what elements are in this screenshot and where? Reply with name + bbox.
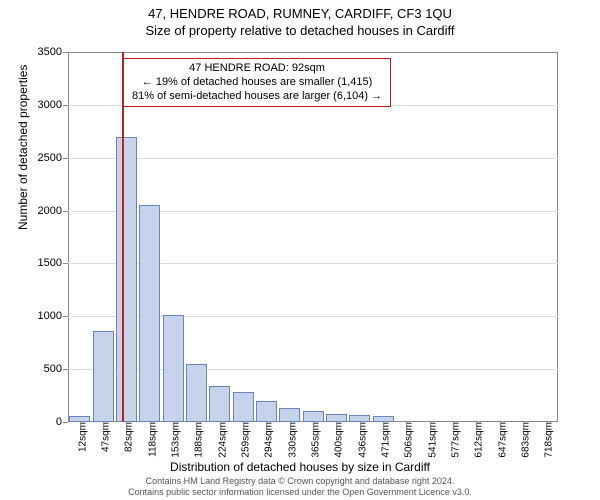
x-tick-mark [430, 422, 431, 427]
x-tick-mark [103, 422, 104, 427]
histogram-chart: 050010001500200025003000350012sqm47sqm82… [68, 52, 558, 422]
x-tick-mark [313, 422, 314, 427]
page-title-line1: 47, HENDRE ROAD, RUMNEY, CARDIFF, CF3 1Q… [0, 0, 600, 21]
x-tick-label: 718sqm [538, 422, 555, 458]
x-tick-mark [80, 422, 81, 427]
y-tick-mark [63, 105, 68, 106]
y-tick-mark [63, 52, 68, 53]
x-tick-label: 647sqm [491, 422, 508, 458]
histogram-bar [326, 414, 347, 422]
x-tick-label: 577sqm [445, 422, 462, 458]
x-tick-mark [546, 422, 547, 427]
x-tick-mark [523, 422, 524, 427]
x-tick-label: 365sqm [305, 422, 322, 458]
histogram-bar [256, 401, 277, 422]
x-tick-mark [500, 422, 501, 427]
property-marker-line [122, 52, 124, 422]
x-tick-label: 436sqm [351, 422, 368, 458]
y-tick-mark [63, 369, 68, 370]
page-title-line2: Size of property relative to detached ho… [0, 21, 600, 38]
x-axis-title: Distribution of detached houses by size … [0, 460, 600, 474]
x-tick-label: 683sqm [515, 422, 532, 458]
x-tick-mark [406, 422, 407, 427]
x-tick-label: 153sqm [165, 422, 182, 458]
gridline [68, 158, 558, 159]
x-tick-label: 188sqm [188, 422, 205, 458]
x-tick-label: 471sqm [375, 422, 392, 458]
x-tick-mark [266, 422, 267, 427]
histogram-bar [349, 415, 370, 422]
histogram-bar [279, 408, 300, 422]
annotation-line: 47 HENDRE ROAD: 92sqm [132, 62, 382, 76]
x-tick-mark [383, 422, 384, 427]
histogram-bar [303, 411, 324, 422]
y-axis-title: Number of detached properties [16, 65, 30, 230]
y-tick-mark [63, 211, 68, 212]
x-tick-mark [220, 422, 221, 427]
attribution-line1: Contains HM Land Registry data © Crown c… [0, 476, 600, 487]
attribution-text: Contains HM Land Registry data © Crown c… [0, 476, 600, 498]
x-tick-label: 541sqm [421, 422, 438, 458]
annotation-line: ← 19% of detached houses are smaller (1,… [132, 76, 382, 90]
x-tick-label: 506sqm [398, 422, 415, 458]
histogram-bar [163, 315, 184, 422]
x-tick-label: 294sqm [258, 422, 275, 458]
y-tick-mark [63, 158, 68, 159]
x-tick-label: 118sqm [141, 422, 158, 457]
x-tick-label: 259sqm [235, 422, 252, 458]
x-tick-mark [173, 422, 174, 427]
x-tick-mark [243, 422, 244, 427]
x-tick-label: 330sqm [281, 422, 298, 458]
histogram-bar [233, 392, 254, 422]
x-tick-label: 612sqm [468, 422, 485, 458]
annotation-callout: 47 HENDRE ROAD: 92sqm← 19% of detached h… [123, 58, 391, 107]
attribution-line2: Contains public sector information licen… [0, 487, 600, 498]
histogram-bar [209, 386, 230, 422]
y-tick-mark [63, 316, 68, 317]
x-tick-label: 224sqm [211, 422, 228, 458]
x-tick-mark [360, 422, 361, 427]
histogram-bar [93, 331, 114, 422]
x-tick-mark [126, 422, 127, 427]
y-tick-mark [63, 263, 68, 264]
y-tick-mark [63, 422, 68, 423]
x-tick-mark [336, 422, 337, 427]
x-tick-label: 400sqm [328, 422, 345, 458]
x-tick-mark [476, 422, 477, 427]
histogram-bar [116, 137, 137, 422]
histogram-bar [186, 364, 207, 422]
histogram-bar [139, 205, 160, 422]
x-tick-mark [150, 422, 151, 427]
x-tick-mark [290, 422, 291, 427]
x-tick-mark [453, 422, 454, 427]
annotation-line: 81% of semi-detached houses are larger (… [132, 90, 382, 104]
x-tick-mark [196, 422, 197, 427]
